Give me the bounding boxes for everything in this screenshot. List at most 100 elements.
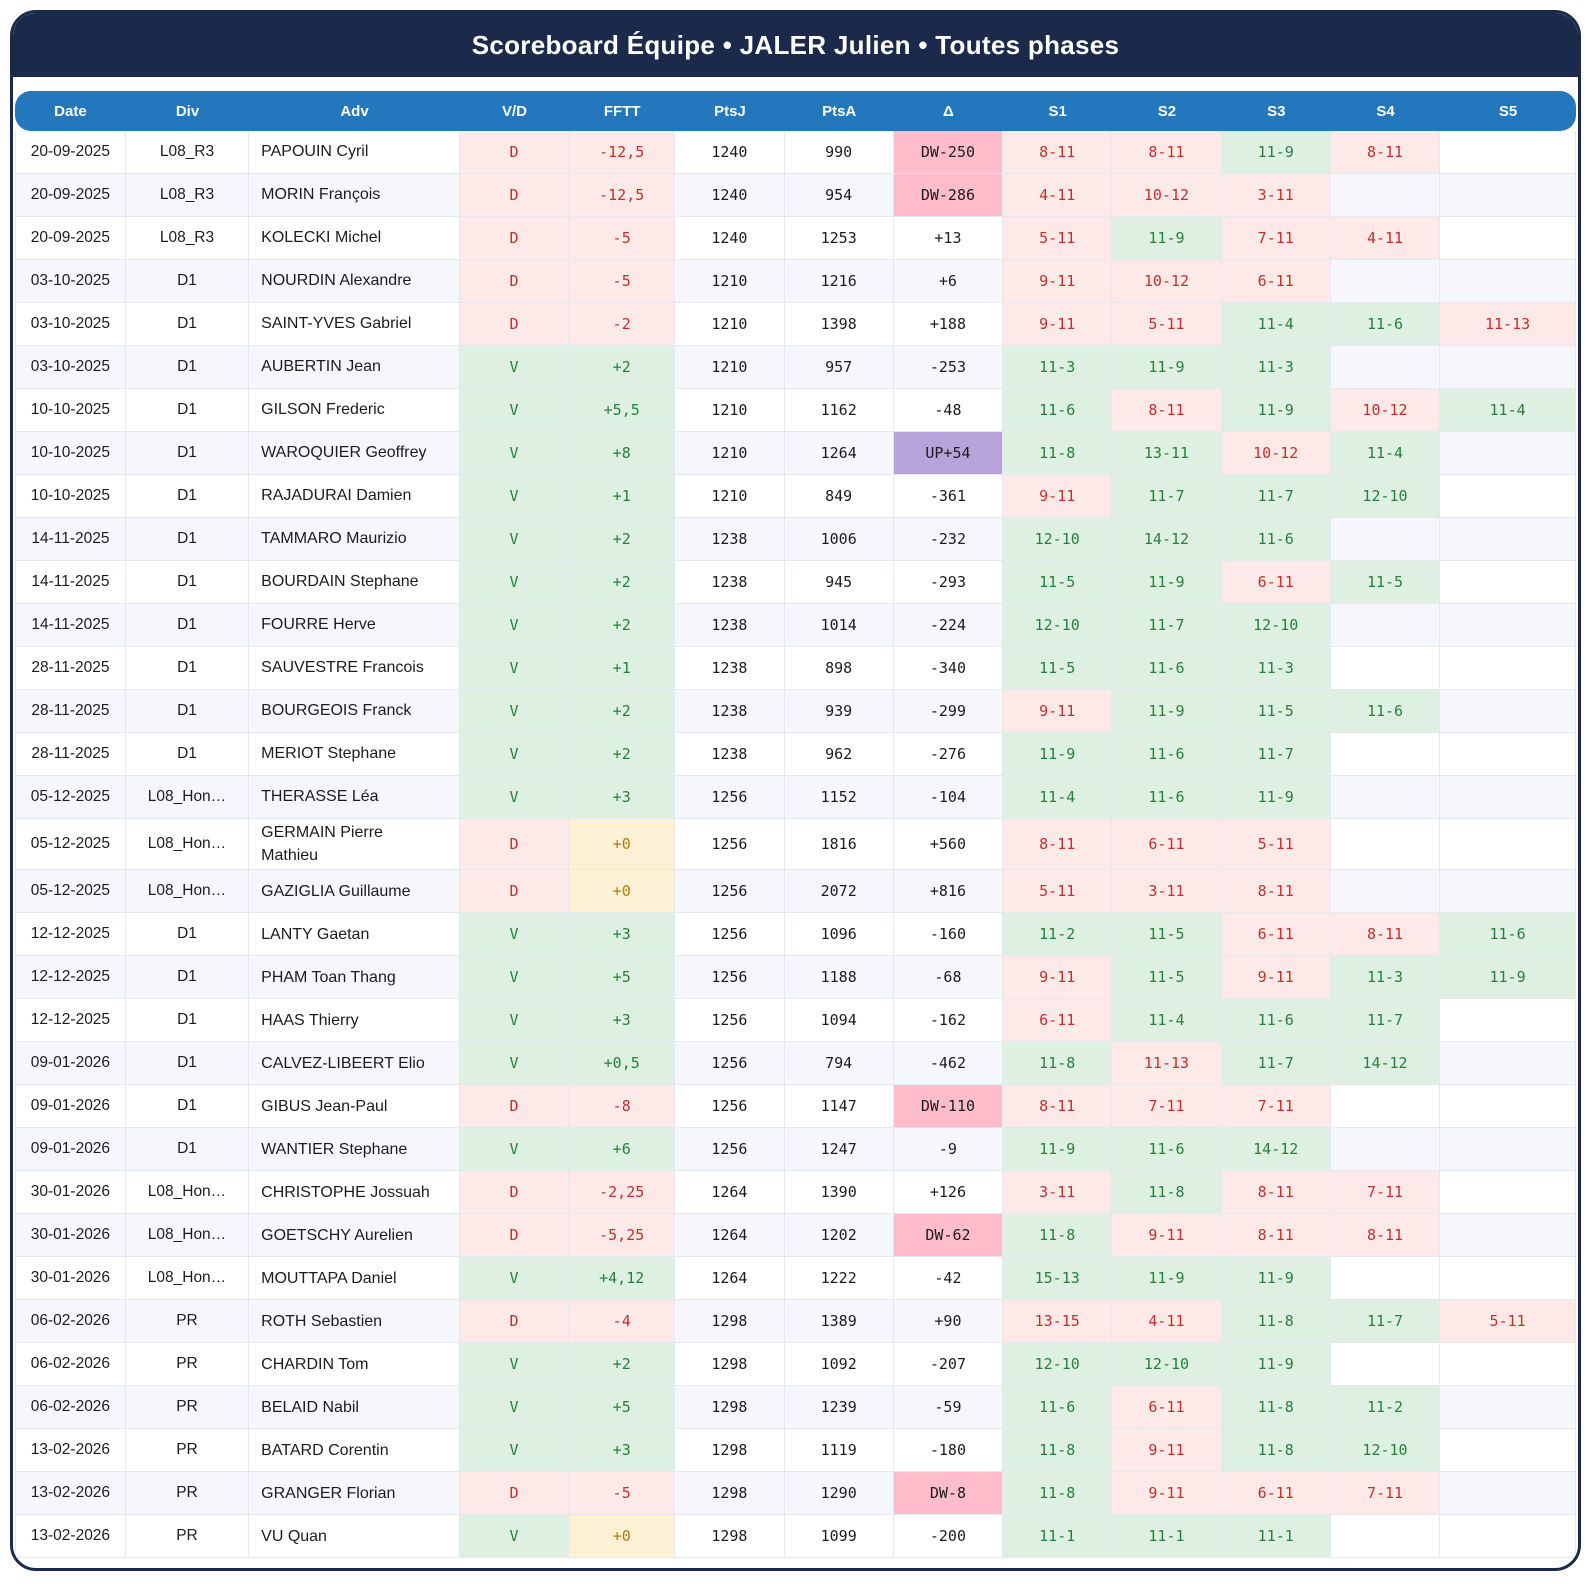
table-row: 09-01-2026 D1 GIBUS Jean-Paul D -8 1256 1147 DW… xyxy=(15,1085,1576,1129)
cell-s4: 11-7 xyxy=(1330,1300,1441,1344)
cell-s2: 6-11 xyxy=(1112,1386,1222,1430)
cell-s5 xyxy=(1440,1257,1576,1301)
cell-s3: 11-9 xyxy=(1221,389,1331,432)
cell-s5 xyxy=(1440,1343,1576,1387)
cell-fftt: +3 xyxy=(569,776,676,819)
cell-ptsj: 1298 xyxy=(675,1429,785,1473)
cell-ptsa: 1092 xyxy=(784,1343,894,1387)
cell-s5 xyxy=(1440,217,1576,260)
cell-fftt: -4 xyxy=(569,1300,676,1344)
cell-date: 05-12-2025 xyxy=(15,776,126,819)
cell-adv: BATARD Corentin xyxy=(249,1429,460,1473)
cell-s3: 11-8 xyxy=(1221,1300,1331,1344)
cell-s4: 7-11 xyxy=(1330,1472,1441,1516)
cell-ptsj: 1256 xyxy=(675,1042,785,1086)
cell-s5 xyxy=(1440,1429,1576,1473)
cell-s3: 11-9 xyxy=(1221,131,1331,174)
cell-adv: RAJADURAI Damien xyxy=(249,475,460,518)
cell-ptsa: 1152 xyxy=(784,776,894,819)
cell-s2: 8-11 xyxy=(1112,389,1222,432)
cell-s2: 11-7 xyxy=(1112,604,1222,647)
cell-s3: 6-11 xyxy=(1221,913,1331,957)
cell-ptsj: 1256 xyxy=(675,1085,785,1129)
cell-s3: 11-7 xyxy=(1221,475,1331,518)
cell-delta: DW-286 xyxy=(893,174,1004,217)
cell-s4 xyxy=(1330,776,1441,819)
cell-date: 30-01-2026 xyxy=(15,1257,126,1301)
cell-ptsa: 990 xyxy=(784,131,894,174)
cell-date: 20-09-2025 xyxy=(15,217,126,260)
cell-delta: DW-250 xyxy=(893,131,1004,174)
table-row: 12-12-2025 D1 LANTY Gaetan V +3 1256 1096 -160 1… xyxy=(15,913,1576,957)
cell-vd: D xyxy=(459,870,570,914)
cell-adv: BOURDAIN Stephane xyxy=(249,561,460,604)
table-row: 28-11-2025 D1 SAUVESTRE Francois V +1 1238 898… xyxy=(15,647,1576,690)
cell-s2: 12-10 xyxy=(1112,1343,1222,1387)
cell-date: 20-09-2025 xyxy=(15,174,126,217)
table-body: 20-09-2025 L08_R3 PAPOUIN Cyril D -12,5 1240 9… xyxy=(15,131,1576,1559)
table-row: 03-10-2025 D1 AUBERTIN Jean V +2 1210 957 -253 1… xyxy=(15,346,1576,389)
cell-adv: GOETSCHY Aurelien xyxy=(249,1214,460,1258)
cell-delta: -162 xyxy=(893,999,1004,1043)
cell-vd: V xyxy=(459,733,570,776)
cell-ptsj: 1210 xyxy=(675,260,785,303)
cell-s4 xyxy=(1330,260,1441,303)
cell-ptsj: 1256 xyxy=(675,999,785,1043)
cell-delta: UP+54 xyxy=(893,432,1004,475)
cell-date: 03-10-2025 xyxy=(15,303,126,346)
cell-s1: 3-11 xyxy=(1003,1171,1113,1215)
cell-adv: BELAID Nabil xyxy=(249,1386,460,1430)
cell-s1: 11-8 xyxy=(1003,1429,1113,1473)
cell-vd: V xyxy=(459,432,570,475)
cell-fftt: +8 xyxy=(569,432,676,475)
cell-vd: V xyxy=(459,690,570,733)
cell-adv: THERASSE Léa xyxy=(249,776,460,819)
column-header-s2: S2 xyxy=(1112,91,1222,131)
cell-fftt: -5 xyxy=(569,260,676,303)
cell-ptsj: 1210 xyxy=(675,303,785,346)
cell-div: D1 xyxy=(125,733,250,776)
cell-s4: 11-2 xyxy=(1330,1386,1441,1430)
cell-s3: 6-11 xyxy=(1221,260,1331,303)
cell-ptsj: 1264 xyxy=(675,1214,785,1258)
table-row: 14-11-2025 D1 FOURRE Herve V +2 1238 1014 -224 1… xyxy=(15,604,1576,647)
cell-delta: -293 xyxy=(893,561,1004,604)
cell-s4: 7-11 xyxy=(1330,1171,1441,1215)
cell-vd: V xyxy=(459,1386,570,1430)
table-row: 28-11-2025 D1 MERIOT Stephane V +2 1238 962 -27… xyxy=(15,733,1576,776)
cell-vd: V xyxy=(459,913,570,957)
cell-fftt: -5 xyxy=(569,1472,676,1516)
cell-s4 xyxy=(1330,1515,1441,1559)
cell-ptsj: 1264 xyxy=(675,1171,785,1215)
cell-s1: 11-9 xyxy=(1003,1128,1113,1172)
cell-date: 20-09-2025 xyxy=(15,131,126,174)
cell-date: 14-11-2025 xyxy=(15,604,126,647)
cell-ptsa: 939 xyxy=(784,690,894,733)
cell-s5 xyxy=(1440,1171,1576,1215)
table-row: 10-10-2025 D1 GILSON Frederic V +5,5 1210 1162… xyxy=(15,389,1576,432)
cell-adv: GERMAIN Pierre Mathieu xyxy=(249,819,460,871)
cell-adv: CALVEZ-LIBEERT Elio xyxy=(249,1042,460,1086)
cell-date: 09-01-2026 xyxy=(15,1085,126,1129)
cell-fftt: -8 xyxy=(569,1085,676,1129)
cell-s3: 11-1 xyxy=(1221,1515,1331,1559)
cell-s5: 5-11 xyxy=(1440,1300,1576,1344)
cell-s2: 5-11 xyxy=(1112,303,1222,346)
cell-ptsa: 1816 xyxy=(784,819,894,871)
cell-div: D1 xyxy=(125,956,250,1000)
cell-s3: 6-11 xyxy=(1221,1472,1331,1516)
cell-ptsa: 1162 xyxy=(784,389,894,432)
cell-date: 03-10-2025 xyxy=(15,346,126,389)
cell-s4 xyxy=(1330,647,1441,690)
cell-s4: 11-6 xyxy=(1330,690,1441,733)
table-row: 03-10-2025 D1 NOURDIN Alexandre D -5 1210 1216… xyxy=(15,260,1576,303)
cell-fftt: +6 xyxy=(569,1128,676,1172)
column-header-fftt: FFTT xyxy=(569,91,676,131)
cell-ptsj: 1256 xyxy=(675,956,785,1000)
cell-ptsj: 1298 xyxy=(675,1472,785,1516)
cell-ptsj: 1210 xyxy=(675,432,785,475)
cell-vd: V xyxy=(459,776,570,819)
cell-s1: 11-6 xyxy=(1003,1386,1113,1430)
cell-s5 xyxy=(1440,131,1576,174)
cell-adv: FOURRE Herve xyxy=(249,604,460,647)
